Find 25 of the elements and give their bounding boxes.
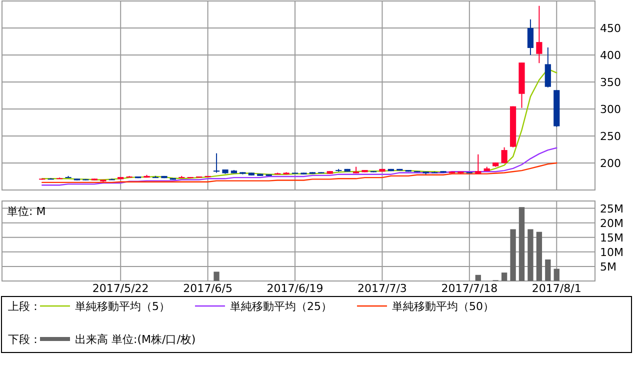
- ytick: 15M: [600, 231, 624, 244]
- legend-label: 単純移動平均（25）: [230, 300, 332, 313]
- ytick: 300: [600, 103, 621, 116]
- ytick: 450: [600, 22, 621, 35]
- legend-label: 単純移動平均（5）: [75, 300, 170, 313]
- ytick: 5M: [600, 260, 616, 274]
- ytick: 20M: [600, 216, 624, 230]
- ytick: 250: [600, 130, 621, 143]
- xtick: 2017/6/19: [266, 282, 324, 295]
- ytick: 10M: [600, 246, 624, 259]
- annotation: 単位: M: [7, 205, 46, 218]
- xtick: 2017/7/3: [358, 282, 407, 295]
- xtick: 2017/6/5: [183, 282, 232, 295]
- legend-title: 下段：: [8, 333, 41, 346]
- xtick: 2017/5/22: [92, 282, 149, 295]
- xtick: 2017/7/18: [441, 282, 498, 295]
- legend-label: 出来高 単位:(M株/口/枚): [75, 333, 196, 346]
- ytick: 350: [600, 76, 621, 89]
- xtick: 2017/8/1: [532, 282, 582, 295]
- ytick: 400: [600, 49, 621, 62]
- legend-label: 単純移動平均（50）: [392, 300, 494, 313]
- ytick: 200: [600, 157, 621, 170]
- legend-title: 上段：: [8, 300, 41, 313]
- legend: 下段： 出来高 単位:(M株/口/枚): [8, 333, 196, 346]
- ytick: 25M: [600, 202, 624, 216]
